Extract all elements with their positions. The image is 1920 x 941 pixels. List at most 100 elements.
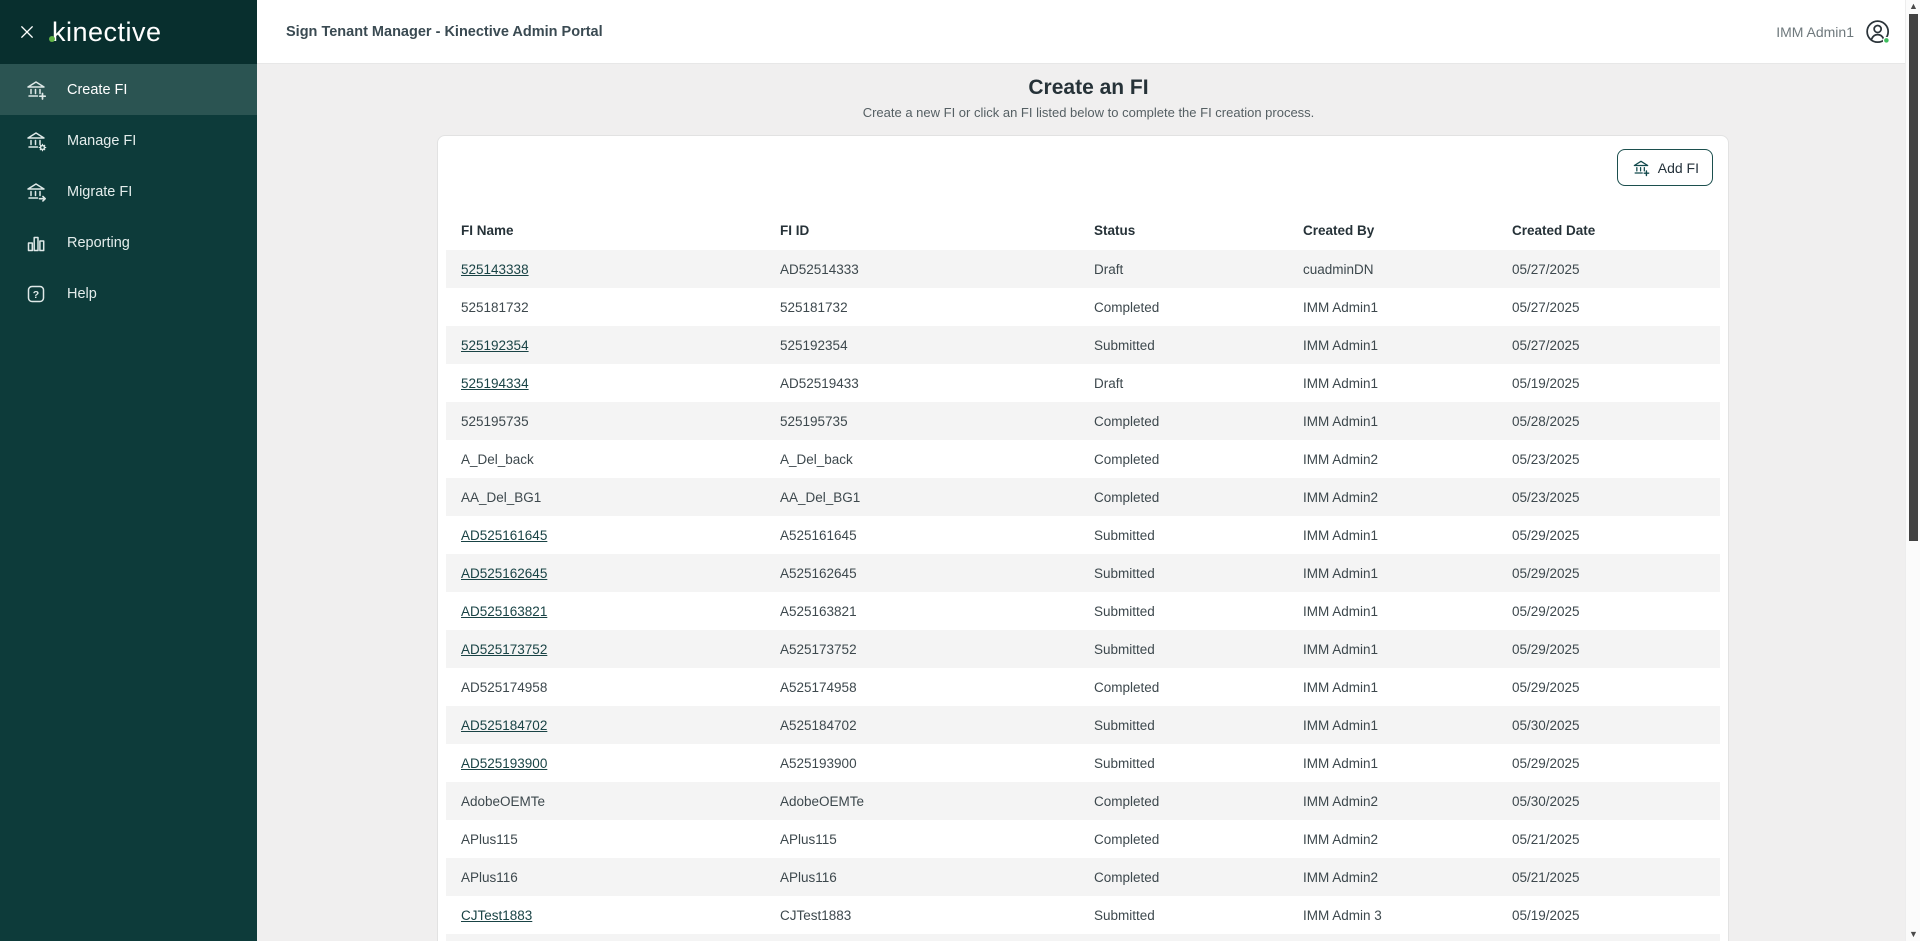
fi-id-cell: AdobeOEMTe (780, 793, 865, 809)
status-cell: Draft (1094, 375, 1124, 391)
created-by-cell: IMM Admin1 (1303, 755, 1379, 771)
window-title: Sign Tenant Manager - Kinective Admin Po… (286, 23, 603, 40)
created-by-cell: IMM Admin2 (1303, 831, 1379, 847)
fi-name-cell[interactable]: AD525193900 (461, 755, 548, 771)
created-by-cell: IMM Admin2 (1303, 451, 1379, 467)
created-by-cell: IMM Admin1 (1303, 375, 1379, 391)
fi-name-cell[interactable]: 525194334 (461, 375, 529, 391)
user-name: IMM Admin1 (1776, 23, 1854, 40)
fi-id-cell: A525174958 (780, 679, 857, 695)
fi-id-cell: A525193900 (780, 755, 857, 771)
created-date-cell: 05/29/2025 (1512, 527, 1580, 543)
created-by-cell: IMM Admin1 (1303, 679, 1379, 695)
fi-id-cell: A525163821 (780, 603, 857, 619)
main-content: Create an FI Create a new FI or click an… (257, 64, 1920, 941)
table-row: APlus115 APlus115 Completed IMM Admin2 0… (446, 820, 1720, 858)
sidebar-item-help[interactable]: ? Help (0, 268, 257, 319)
fi-id-cell: 525195735 (780, 413, 848, 429)
user-avatar-icon[interactable] (1864, 18, 1892, 46)
fi-name-cell[interactable]: AD525161645 (461, 527, 548, 543)
add-fi-button[interactable]: Add FI (1616, 149, 1713, 186)
created-date-cell: 05/21/2025 (1512, 831, 1580, 847)
sidebar-logo-band: kinective (0, 0, 257, 64)
fi-id-cell: CJTest1883 (780, 907, 852, 923)
bank-plus-icon (1631, 158, 1651, 178)
fi-id-cell: 525192354 (780, 337, 848, 353)
status-cell: Submitted (1094, 755, 1155, 771)
created-by-cell: IMM Admin1 (1303, 565, 1379, 581)
column-header-fi-id: FI ID (780, 222, 810, 238)
created-by-cell: IMM Admin1 (1303, 299, 1379, 315)
created-date-cell: 05/29/2025 (1512, 603, 1580, 619)
table-row: 525181732 525181732 Completed IMM Admin1… (446, 288, 1720, 326)
created-date-cell: 05/19/2025 (1512, 375, 1580, 391)
fi-name-cell[interactable]: 525143338 (461, 261, 529, 277)
created-date-cell: 05/19/2025 (1512, 907, 1580, 923)
fi-name-cell: 525181732 (461, 299, 529, 315)
fi-name-cell[interactable]: AD525162645 (461, 565, 548, 581)
table-row: AD525193900 A525193900 Submitted IMM Adm… (446, 744, 1720, 782)
table-row: AdobeOEMTe AdobeOEMTe Completed IMM Admi… (446, 782, 1720, 820)
sidebar-item-migrate-fi[interactable]: Migrate FI (0, 166, 257, 217)
fi-id-cell: AD52514333 (780, 261, 859, 277)
created-date-cell: 05/27/2025 (1512, 299, 1580, 315)
created-by-cell: cuadminDN (1303, 261, 1374, 277)
logo-text: kinective (52, 16, 162, 47)
fi-id-cell: APlus116 (780, 869, 837, 885)
fi-name-cell[interactable]: AD525173752 (461, 641, 548, 657)
fi-name-cell[interactable]: 525192354 (461, 337, 529, 353)
sidebar-item-manage-fi[interactable]: Manage FI (0, 115, 257, 166)
fi-id-cell: A_Del_back (780, 451, 853, 467)
bar-chart-icon (24, 231, 48, 255)
table-body: 525143338 AD52514333 Draft cuadminDN 05/… (446, 250, 1720, 934)
table-row: AD525184702 A525184702 Submitted IMM Adm… (446, 706, 1720, 744)
chevron-down-icon (223, 133, 239, 149)
page-subtitle: Create a new FI or click an FI listed be… (862, 105, 1315, 120)
fi-id-cell: A525162645 (780, 565, 857, 581)
svg-text:?: ? (33, 288, 39, 300)
table-row: AD525173752 A525173752 Submitted IMM Adm… (446, 630, 1720, 668)
add-fi-label: Add FI (1657, 159, 1699, 176)
created-by-cell: IMM Admin 3 (1303, 907, 1382, 923)
sidebar-menu: Create FI Manage FI Migrate FI Reporting (0, 64, 257, 319)
scroll-up-arrow-icon[interactable]: ▲ (1909, 1, 1918, 11)
vertical-scrollbar: ▲ ▼ (1905, 0, 1920, 941)
status-cell: Submitted (1094, 717, 1155, 733)
column-header-fi-name: FI Name (461, 222, 514, 238)
fi-name-cell[interactable]: AD525163821 (461, 603, 548, 619)
scrollbar-thumb[interactable] (1909, 14, 1918, 541)
page-title: Create an FI (1028, 76, 1149, 99)
status-cell: Completed (1094, 489, 1160, 505)
fi-name-cell[interactable]: AD525184702 (461, 717, 548, 733)
created-by-cell: IMM Admin1 (1303, 527, 1379, 543)
fi-name-cell: APlus116 (461, 869, 518, 885)
sidebar-item-label: Reporting (67, 234, 130, 251)
table-header-row: FI Name FI ID Status Created By Created … (446, 210, 1720, 250)
fi-table: FI Name FI ID Status Created By Created … (446, 210, 1720, 941)
close-icon[interactable] (18, 23, 36, 41)
created-date-cell: 05/29/2025 (1512, 641, 1580, 657)
status-cell: Submitted (1094, 527, 1155, 543)
user-menu: IMM Admin1 (1776, 18, 1892, 46)
sidebar: kinective Create FI Manage FI Migrate FI (0, 0, 257, 941)
status-cell: Submitted (1094, 337, 1155, 353)
bank-gear-icon (24, 129, 48, 153)
fi-name-cell: 525195735 (461, 413, 529, 429)
fi-id-cell: A525173752 (780, 641, 857, 657)
sidebar-item-create-fi[interactable]: Create FI (0, 64, 257, 115)
table-row: AD525174958 A525174958 Completed IMM Adm… (446, 668, 1720, 706)
table-row: AD525163821 A525163821 Submitted IMM Adm… (446, 592, 1720, 630)
status-cell: Completed (1094, 451, 1160, 467)
fi-id-cell: A525184702 (780, 717, 857, 733)
table-row: 525143338 AD52514333 Draft cuadminDN 05/… (446, 250, 1720, 288)
fi-name-cell[interactable]: CJTest1883 (461, 907, 533, 923)
status-cell: Submitted (1094, 603, 1155, 619)
status-cell: Completed (1094, 299, 1160, 315)
sidebar-item-label: Manage FI (67, 132, 137, 149)
sidebar-item-label: Migrate FI (67, 183, 133, 200)
kinective-logo: kinective (49, 16, 162, 47)
sidebar-item-reporting[interactable]: Reporting (0, 217, 257, 268)
table-row: APlus116 APlus116 Completed IMM Admin2 0… (446, 858, 1720, 896)
table-row: AA_Del_BG1 AA_Del_BG1 Completed IMM Admi… (446, 478, 1720, 516)
scroll-down-arrow-icon[interactable]: ▼ (1909, 929, 1918, 939)
